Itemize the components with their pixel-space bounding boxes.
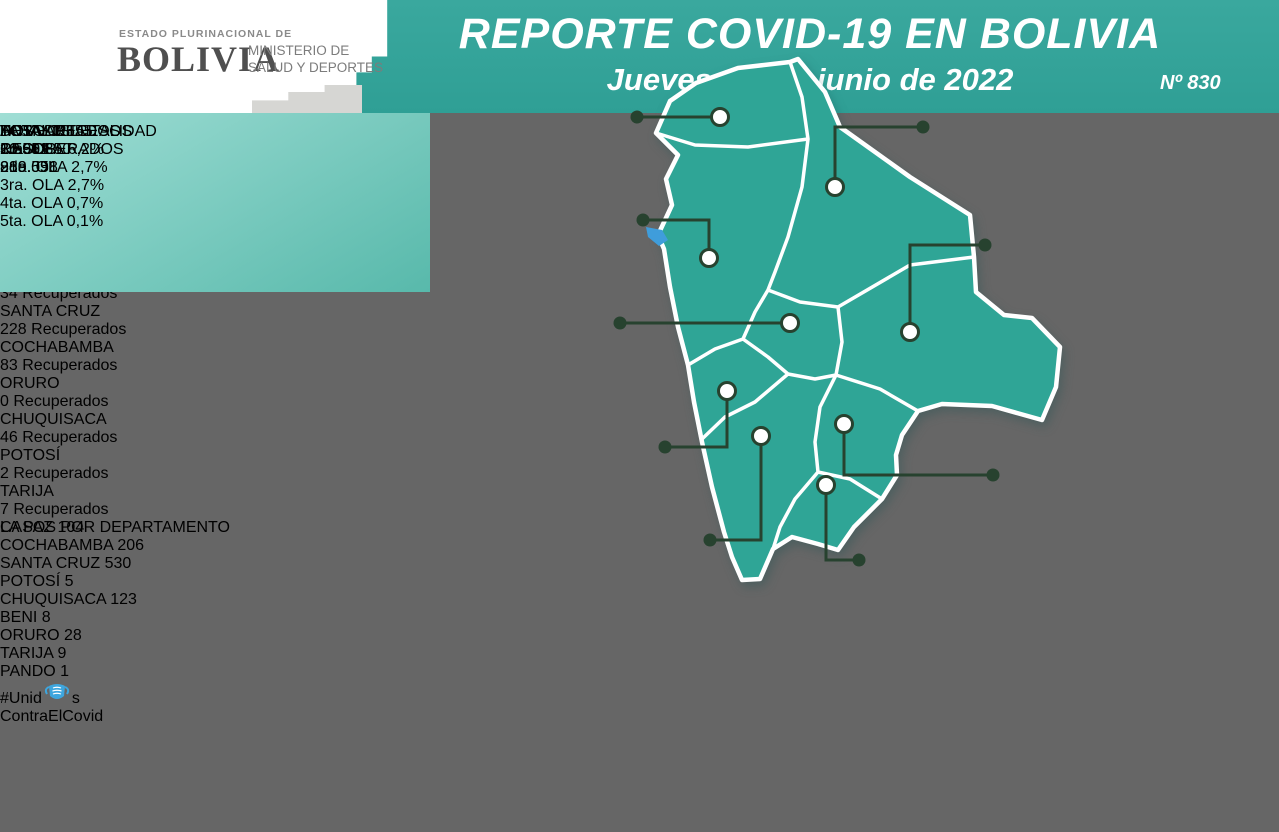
dept-label-chuquisaca: CHUQUISACA: [0, 411, 107, 428]
dept-value-chuquisaca: 46 Recuperados: [0, 429, 118, 446]
dept-value-oruro: 0 Recuperados: [0, 393, 109, 410]
table-cell-beni: BENI 8: [0, 609, 51, 626]
dept-label-santa-cruz: SANTA CRUZ: [0, 303, 101, 320]
total-decesos-value: 21.952: [0, 141, 49, 158]
descartados-today: HOY + 7.555: [0, 123, 93, 140]
table-cell-oruro: ORURO 28: [0, 627, 82, 644]
report-number: Nº 830: [1160, 72, 1221, 94]
dept-label-cochabamba: COCHABAMBA: [0, 339, 114, 356]
table-cell-cochabamba: COCHABAMBA 206: [0, 537, 145, 554]
descartados-value-box: 3.559.850: [0, 141, 120, 159]
bolivia-wordmark: BOLIVIA: [117, 39, 281, 79]
total-decesos-card: TOTAL DECESOS 21.952: [0, 123, 132, 159]
left-band-pink: [0, 292, 430, 453]
table-cell-la-paz: LA PAZ 104: [0, 519, 85, 536]
dept-value-santa-cruz: 228 Recuperados: [0, 321, 127, 338]
ministerio-label: MINISTERIO DE SALUD Y DEPORTES: [248, 43, 384, 75]
tasa-letalidad-header: TASA DE LETALIDAD: [0, 123, 157, 140]
connector-map-dots: [699, 107, 921, 495]
estado-plurinacional-label: ESTADO PLURINACIONAL DE: [119, 28, 293, 40]
connector-lines: [620, 115, 994, 562]
dept-value-potosi: 2 Recuperados: [0, 465, 109, 482]
activos-header: ACTIVOS: [0, 123, 71, 140]
table-cell-pando: PANDO 1: [0, 663, 70, 680]
connector-label-dots: [613, 110, 1000, 567]
table-cell-tarija: TARIJA 9: [0, 645, 67, 662]
campaign-wordmark: #Unid s: [0, 681, 1279, 708]
casos-por-departamento-title: CASOS POR DEPARTAMENTO: [0, 519, 230, 536]
total-recuperados-value: 880.098: [0, 159, 58, 176]
face-mask-icon: [44, 684, 69, 699]
tasa-letalidad-rows: 1ra. OLA 6,2% 2da. OLA 2,7% 3ra. OLA 2,7…: [0, 141, 108, 230]
total-casos-header: TOTAL CASOS: [0, 123, 57, 158]
total-casos-card: TOTAL CASOS 918.551: [0, 123, 58, 177]
decesos-today: HOY + 0: [0, 123, 62, 140]
descartados-value: 3.559.850: [0, 141, 72, 158]
descartados-card: DESCARTADOS 3.559.850: [0, 123, 120, 159]
dept-label-potosi: POTOSÍ: [0, 447, 61, 464]
dept-label-oruro: ORURO: [0, 375, 60, 392]
table-cell-chuquisaca: CHUQUISACA 123: [0, 591, 137, 608]
table-cell-santa-cruz: SANTA CRUZ 530: [0, 555, 132, 572]
page-title: REPORTE COVID-19 EN BOLIVIA: [458, 10, 1162, 58]
left-band-teal: [0, 113, 430, 292]
total-decesos-header: TOTAL DECESOS: [0, 123, 133, 140]
activos-card: ACTIVOS 16.501: [0, 123, 70, 159]
tasa-letalidad-card: TASA DE LETALIDAD 1ra. OLA 6,2% 2da. OLA…: [0, 123, 157, 231]
total-recuperados-header: TOTAL RECUPERADOS: [0, 123, 124, 158]
bolivia-map: [613, 56, 1063, 583]
dept-value-cochabamba: 83 Recuperados: [0, 357, 118, 374]
descartados-header: DESCARTADOS: [0, 123, 121, 140]
total-casos-value: 918.551: [0, 159, 58, 176]
lake-titicaca-icon: [646, 227, 669, 246]
bolivia-outline: [654, 56, 1063, 583]
total-recuperados-card: TOTAL RECUPERADOS 880.098: [0, 123, 124, 177]
table-cell-potosi: POTOSÍ 5: [0, 573, 74, 590]
campaign-subtitle: ContraElCovid: [0, 708, 104, 725]
activos-value: 16.501: [0, 141, 49, 158]
dept-label-tarija: TARIJA: [0, 483, 54, 500]
dept-value-tarija: 7 Recuperados: [0, 501, 109, 518]
